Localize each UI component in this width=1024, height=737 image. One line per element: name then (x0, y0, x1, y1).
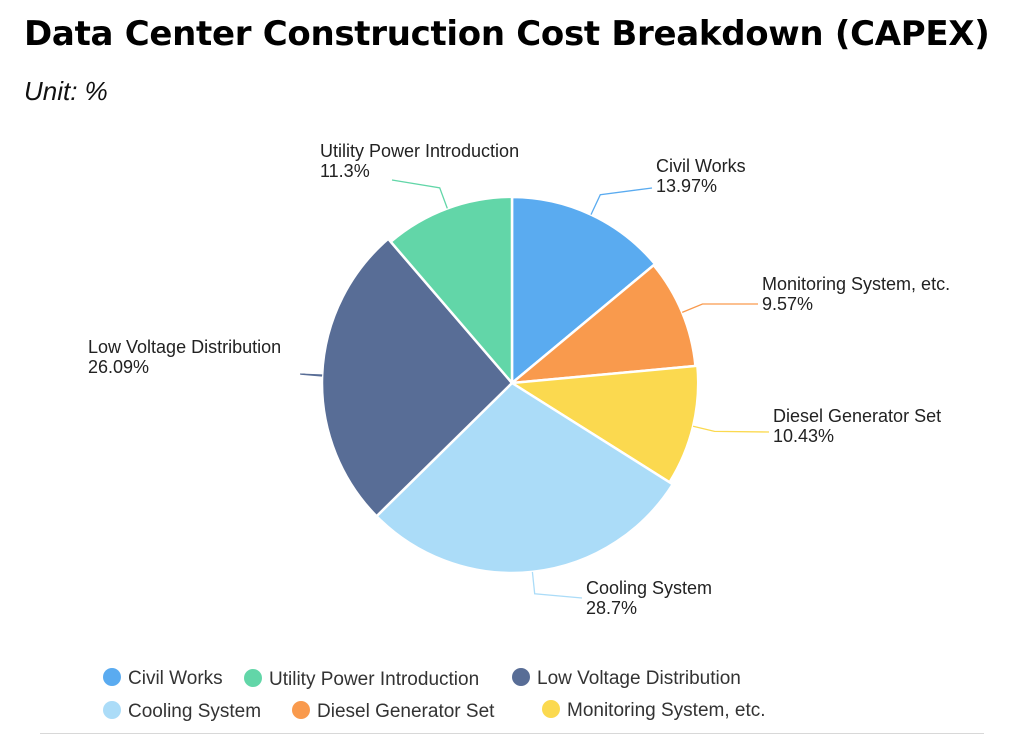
legend-label[interactable]: Utility Power Introduction (269, 669, 479, 690)
leader-line (681, 303, 758, 314)
leader-line (300, 373, 323, 377)
slice-value-label: 11.3% (320, 161, 370, 181)
pie-slice-utility-power-introduction[interactable] (389, 195, 514, 385)
slice-value-label: 28.7% (586, 598, 637, 618)
slice-value-label: 10.43% (773, 426, 834, 446)
slice-label: Monitoring System, etc. (762, 274, 950, 294)
pie-slice-monitoring-system-etc[interactable] (510, 263, 697, 385)
pie-slice-diesel-generator-set[interactable] (510, 364, 700, 484)
leader-line (391, 179, 448, 209)
legend: Civil Works Utility Power Introduction Low… (103, 668, 766, 722)
leader-line (590, 187, 653, 215)
legend-marker[interactable] (103, 668, 121, 686)
slice-value-label: 26.09% (88, 357, 149, 377)
slice-value-label: 9.57% (762, 294, 813, 314)
legend-label[interactable]: Cooling System (128, 701, 261, 722)
legend-label[interactable]: Diesel Generator Set (317, 701, 495, 722)
leader-line (531, 571, 583, 599)
legend-label[interactable]: Civil Works (128, 668, 223, 689)
slice-value-label: 13.97% (656, 176, 717, 196)
leader-lines (300, 179, 770, 599)
slice-label: Low Voltage Distribution (88, 337, 281, 357)
legend-marker[interactable] (244, 669, 262, 687)
chart-title: Data Center Construction Cost Breakdown … (24, 14, 990, 54)
leader-line (692, 425, 770, 433)
chart-subtitle: Unit: % (24, 76, 108, 106)
slice-label: Diesel Generator Set (773, 406, 941, 426)
slice-label: Civil Works (656, 156, 746, 176)
bottom-divider (40, 733, 984, 734)
legend-marker[interactable] (103, 701, 121, 719)
pie-slice-cooling-system[interactable] (375, 381, 674, 575)
pie-slice-civil-works[interactable] (510, 195, 657, 385)
legend-label[interactable]: Low Voltage Distribution (537, 668, 741, 689)
legend-marker[interactable] (292, 701, 310, 719)
slice-label: Utility Power Introduction (320, 141, 519, 161)
pie-slices (320, 195, 700, 575)
legend-label[interactable]: Monitoring System, etc. (567, 700, 766, 721)
legend-marker[interactable] (512, 668, 530, 686)
slice-label: Cooling System (586, 578, 712, 598)
legend-marker[interactable] (542, 700, 560, 718)
